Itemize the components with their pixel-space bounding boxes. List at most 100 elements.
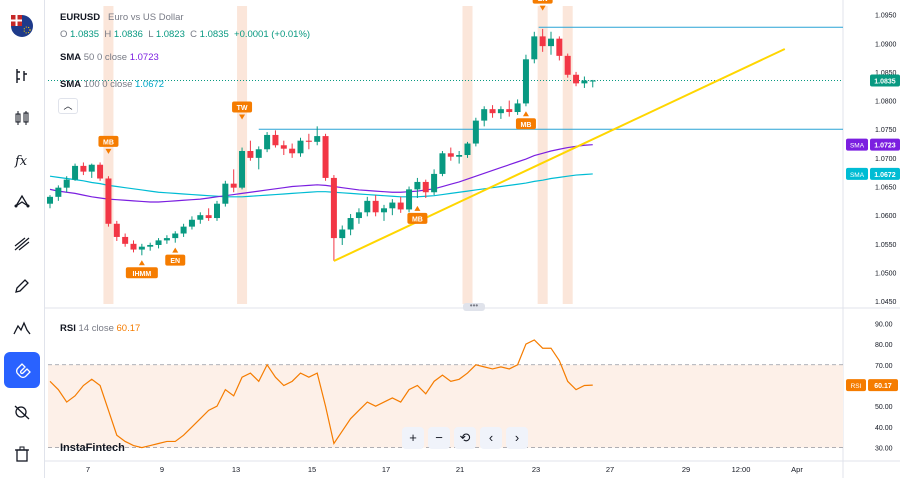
candle-body bbox=[489, 109, 496, 114]
candle-body bbox=[47, 196, 53, 204]
price-tick-label: 1.0750 bbox=[875, 127, 897, 134]
candle-body bbox=[539, 36, 546, 47]
signal-highlight-band bbox=[103, 6, 114, 304]
candle-body bbox=[556, 38, 563, 56]
candle-body bbox=[289, 148, 296, 154]
zoom-out-button[interactable]: − bbox=[428, 427, 450, 449]
rsi-tick-label: 90.00 bbox=[875, 321, 893, 328]
candle-body bbox=[481, 109, 488, 121]
candle-body bbox=[113, 223, 120, 237]
candle-body bbox=[147, 244, 154, 247]
time-tick-label: 7 bbox=[86, 465, 90, 474]
low-key: L bbox=[148, 29, 154, 40]
symbol-legend: EURUSD Euro vs US Dollar bbox=[60, 12, 184, 23]
candle-body bbox=[514, 103, 521, 113]
price-axis-badge-label: 1.0835 bbox=[874, 79, 896, 86]
candle-body bbox=[347, 218, 354, 230]
candle-body bbox=[497, 109, 504, 114]
pattern-annotation: TW bbox=[232, 101, 253, 120]
trend-line-icon[interactable] bbox=[4, 184, 40, 220]
trash-icon[interactable] bbox=[4, 436, 40, 472]
rsi-tick-label: 50.00 bbox=[875, 404, 893, 411]
price-axis-badge-label: 1.0672 bbox=[874, 172, 896, 179]
time-tick-label: 23 bbox=[532, 465, 540, 474]
close-key: C bbox=[190, 29, 198, 40]
candle-body bbox=[297, 140, 304, 154]
patterns-icon[interactable] bbox=[4, 310, 40, 346]
candle-body bbox=[105, 178, 112, 224]
price-tick-label: 1.0650 bbox=[875, 185, 897, 192]
candle-body bbox=[439, 153, 446, 174]
candle-body bbox=[447, 153, 454, 157]
candle-body bbox=[406, 189, 413, 210]
scroll-left-button[interactable]: ‹ bbox=[480, 427, 502, 449]
candle-body bbox=[264, 134, 271, 150]
annotation-label: MB bbox=[103, 139, 114, 146]
brush-icon[interactable] bbox=[4, 268, 40, 304]
collapse-legend-button[interactable]: ︿ bbox=[58, 98, 78, 114]
pane-splitter-handle[interactable]: ••• bbox=[463, 302, 485, 311]
price-tick-label: 1.0700 bbox=[875, 156, 897, 163]
candle-body bbox=[364, 200, 371, 213]
scroll-right-button[interactable]: › bbox=[506, 427, 528, 449]
annotation-badge bbox=[98, 135, 119, 147]
candle-body bbox=[230, 183, 237, 188]
annotation-badge bbox=[515, 118, 536, 130]
close-value: 1.0835 bbox=[199, 29, 229, 40]
annotation-arrow bbox=[539, 5, 546, 11]
eye-off-icon[interactable] bbox=[4, 394, 40, 430]
annotation-label: TW bbox=[237, 105, 248, 112]
zoom-in-button[interactable]: + bbox=[402, 427, 424, 449]
annotation-label: EN bbox=[170, 258, 180, 265]
annotation-label: MB bbox=[521, 122, 532, 129]
sma50-name: SMA bbox=[60, 52, 82, 63]
price-tick-label: 1.0900 bbox=[875, 41, 897, 48]
price-tick-label: 1.0450 bbox=[875, 299, 897, 306]
annotation-label: EN bbox=[538, 0, 548, 3]
price-tick-label: 1.0950 bbox=[875, 13, 897, 20]
fib-icon[interactable] bbox=[4, 226, 40, 262]
rsi-legend[interactable]: RSI 14 close 60.17 bbox=[60, 323, 140, 334]
rsi-tick-label: 30.00 bbox=[875, 446, 893, 453]
annotation-badge bbox=[165, 254, 186, 266]
crosshair-icon[interactable] bbox=[4, 58, 40, 94]
candle-body bbox=[138, 246, 145, 250]
rsi-line bbox=[49, 339, 593, 449]
change-value: +0.0001 (+0.01%) bbox=[234, 29, 311, 40]
candle-body bbox=[222, 183, 229, 204]
candle-body bbox=[214, 203, 220, 219]
time-tick-label: 21 bbox=[456, 465, 464, 474]
candles-icon[interactable] bbox=[4, 100, 40, 136]
brand-watermark: InstaFintech bbox=[60, 442, 125, 454]
candle-body bbox=[564, 55, 571, 75]
candle-body bbox=[531, 36, 538, 60]
annotation-arrow bbox=[138, 260, 145, 266]
candle-body bbox=[389, 202, 396, 209]
rsi-axis-badge bbox=[868, 379, 898, 392]
candle-body bbox=[322, 136, 329, 178]
candle-body bbox=[88, 164, 95, 172]
sma-axis-tag bbox=[846, 138, 868, 151]
time-tick-label: 13 bbox=[232, 465, 240, 474]
candle-body bbox=[180, 226, 187, 234]
candle-body bbox=[55, 187, 62, 197]
fx-icon[interactable]: fx bbox=[4, 142, 40, 178]
magnet-icon[interactable] bbox=[4, 352, 40, 388]
candle-body bbox=[431, 173, 438, 193]
candle-body bbox=[247, 150, 254, 158]
price-axis-badge-label: 1.0723 bbox=[874, 143, 896, 150]
flag-icon[interactable] bbox=[10, 14, 34, 38]
rsi-axis-tag-label: RSI bbox=[851, 383, 862, 390]
open-value: 1.0835 bbox=[70, 29, 100, 40]
sma100-legend[interactable]: SMA 100 0 close 1.0672 bbox=[60, 79, 164, 90]
candle-body bbox=[464, 143, 471, 155]
annotation-arrow bbox=[172, 247, 179, 253]
reset-chart-button[interactable]: ⟲ bbox=[454, 427, 476, 449]
sma50-value: 1.0723 bbox=[129, 52, 159, 63]
sma-axis-tag-label: SMA bbox=[850, 143, 865, 150]
candle-body bbox=[130, 243, 137, 250]
sma50-legend[interactable]: SMA 50 0 close 1.0723 bbox=[60, 52, 159, 63]
candle-body bbox=[506, 109, 513, 113]
annotation-badge bbox=[232, 101, 253, 113]
